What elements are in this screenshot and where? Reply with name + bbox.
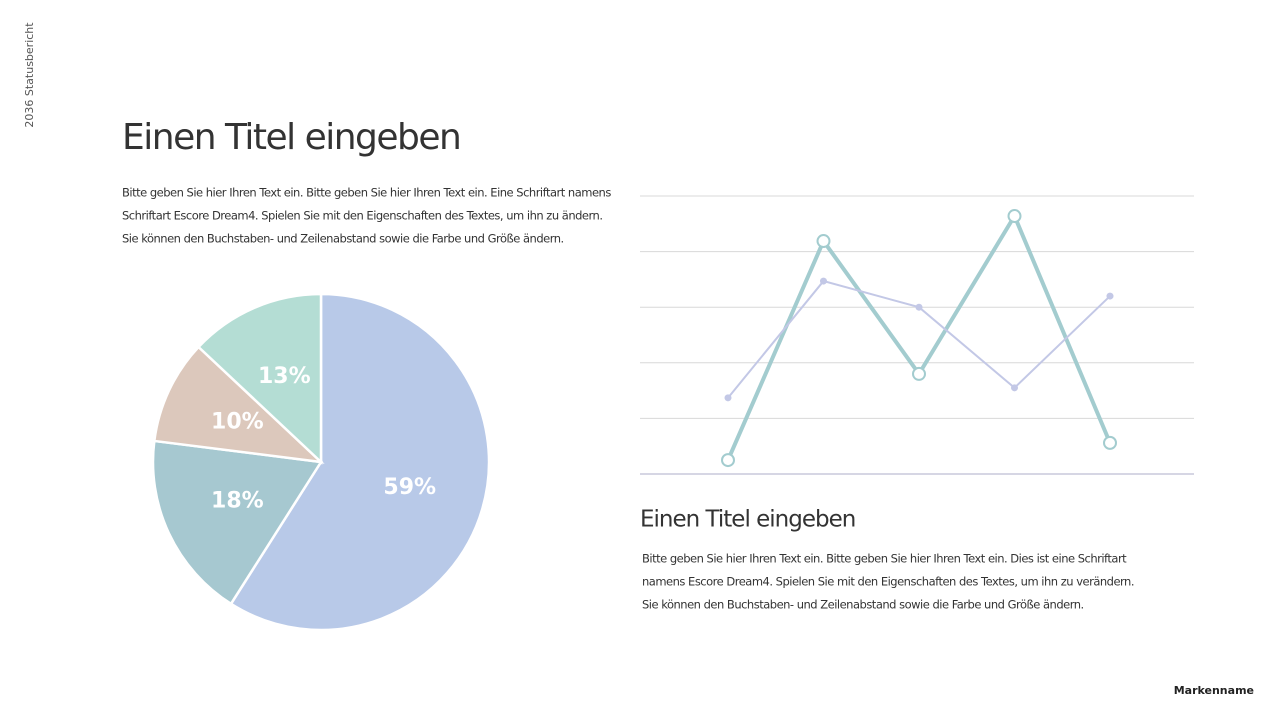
- brand: Markenname: [1174, 684, 1254, 697]
- line-point: [816, 234, 831, 249]
- line-point: [724, 394, 732, 402]
- pie-label: 18%: [211, 488, 264, 513]
- body-text: namens Escore Dream4. Spielen Sie mit de…: [642, 575, 1134, 589]
- line-point: [1103, 435, 1117, 450]
- subtitle: Einen Titel eingeben: [640, 507, 855, 533]
- line-point: [1106, 292, 1114, 300]
- pie-slice: [229, 292, 491, 632]
- line-point: [912, 366, 926, 381]
- body-text: Bitte geben Sie hier Ihren Text ein. Bit…: [122, 186, 611, 200]
- pie-label: 13%: [258, 364, 311, 389]
- pie-slice: [196, 292, 323, 465]
- side-label: 2036 Statusbericht: [23, 22, 36, 128]
- line-point: [1007, 209, 1022, 224]
- pie-label: 59%: [383, 475, 436, 500]
- pie-slice: [151, 439, 324, 606]
- body-text: Sie können den Buchstaben- und Zeilenabs…: [122, 232, 564, 246]
- line-point: [721, 453, 735, 468]
- line-point: [915, 303, 923, 311]
- line-point: [820, 277, 827, 285]
- body-text: Sie können den Buchstaben- und Zeilenabs…: [642, 598, 1084, 612]
- body-text: Schriftart Escore Dream4. Spielen Sie mi…: [122, 209, 602, 223]
- pie-slice: [152, 345, 325, 464]
- title: Einen Titel eingeben: [122, 117, 460, 158]
- pie-label: 10%: [211, 410, 264, 435]
- body-text: Bitte geben Sie hier Ihren Text ein. Bit…: [642, 552, 1127, 566]
- line-series: [726, 211, 1112, 461]
- line-point: [1011, 384, 1018, 392]
